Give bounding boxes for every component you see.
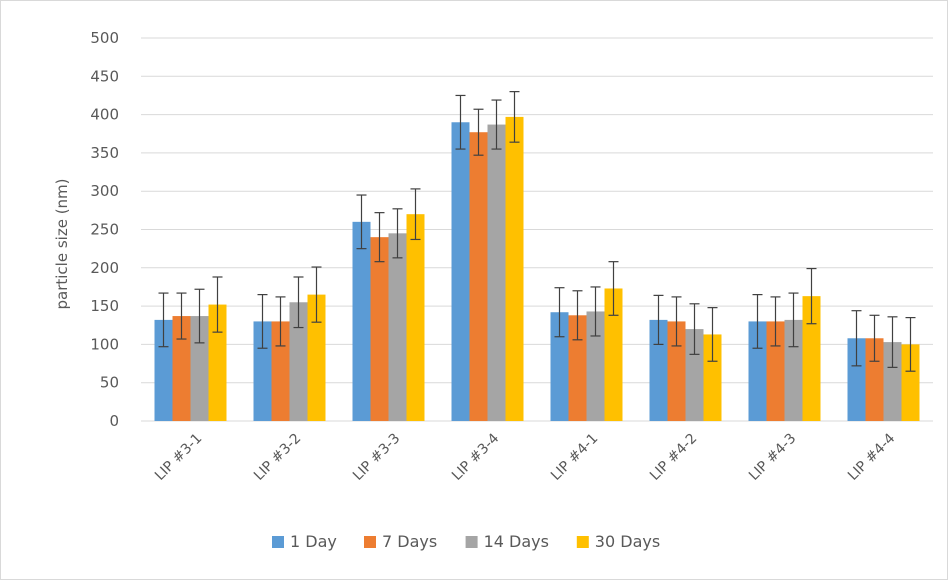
- error-bar: [473, 108, 484, 156]
- bar: [784, 319, 803, 421]
- error-bar: [275, 296, 286, 347]
- error-bar: [356, 194, 367, 250]
- bar: [703, 334, 722, 421]
- x-tick-label: LIP #4-2: [647, 431, 700, 484]
- legend-label: 14 Days: [484, 532, 549, 551]
- legend-label: 7 Days: [382, 532, 437, 551]
- bar: [505, 116, 524, 421]
- error-bar: [707, 307, 718, 362]
- bar: [388, 233, 407, 421]
- error-bar: [257, 294, 268, 349]
- error-bar: [851, 310, 862, 367]
- y-tick-label: 350: [90, 144, 119, 162]
- bars: [154, 116, 920, 422]
- x-tick-label: LIP #4-1: [548, 431, 601, 484]
- error-bar: [869, 314, 880, 362]
- bar: [406, 214, 425, 421]
- error-bar: [212, 276, 223, 333]
- legend-label: 1 Day: [290, 532, 337, 551]
- legend-item: 14 Days: [465, 532, 549, 551]
- x-tick-label: LIP #3-3: [350, 431, 403, 484]
- x-tick-label: LIP #4-4: [845, 430, 898, 483]
- bar: [208, 304, 227, 421]
- bar: [649, 319, 668, 421]
- error-bar: [392, 208, 403, 259]
- error-bar: [788, 292, 799, 348]
- error-bar: [887, 316, 898, 368]
- bar: [352, 221, 371, 421]
- error-bar: [590, 286, 601, 337]
- y-axis-label: particle size (nm): [53, 178, 71, 309]
- error-bar: [671, 296, 682, 347]
- error-bar: [491, 99, 502, 150]
- error-bar: [689, 303, 700, 355]
- error-bar: [194, 288, 205, 344]
- x-axis-categories: LIP #3-1 LIP #3-2 LIP #3-3 LIP #3-4 LIP #4-1…: [152, 430, 898, 483]
- error-bar: [554, 287, 565, 338]
- error-bars: [158, 91, 916, 372]
- y-tick-label: 100: [90, 335, 119, 353]
- legend-swatch: [465, 536, 478, 548]
- y-tick-label: 50: [100, 374, 119, 392]
- bar: [865, 338, 884, 421]
- legend-item: 1 Day: [272, 532, 337, 551]
- error-bar: [608, 261, 619, 316]
- bar: [901, 344, 920, 421]
- bar: [568, 315, 587, 421]
- bar: [748, 321, 767, 421]
- error-bar: [455, 94, 466, 150]
- y-tick-label: 400: [90, 106, 119, 124]
- legend-label: 30 Days: [595, 532, 660, 551]
- error-bar: [752, 294, 763, 349]
- legend-swatch: [576, 536, 589, 548]
- bar: [487, 124, 506, 422]
- error-bar: [311, 266, 322, 323]
- bar: [289, 302, 308, 421]
- x-tick-label: LIP #3-2: [251, 431, 304, 484]
- y-tick-label: 250: [90, 221, 119, 239]
- error-bar: [176, 292, 187, 340]
- bar: [685, 329, 704, 421]
- error-bar: [158, 292, 169, 348]
- bar: [586, 311, 605, 421]
- bar: [451, 122, 470, 421]
- legend: 1 Day 7 Days 14 Days 30 Days: [272, 532, 660, 551]
- legend-item: 30 Days: [576, 532, 660, 551]
- bar: [154, 319, 173, 421]
- legend-swatch: [364, 536, 376, 548]
- legend-item: 7 Days: [364, 532, 437, 551]
- y-tick-label: 0: [109, 412, 119, 430]
- y-tick-label: 150: [90, 297, 119, 315]
- error-bar: [905, 316, 916, 372]
- bar: [847, 338, 866, 421]
- y-tick-label: 200: [90, 259, 119, 277]
- bar: [370, 237, 389, 421]
- y-axis-ticks: 0 50 100 150 200 250 300 350 400 450 500: [90, 29, 119, 430]
- bar: [550, 312, 569, 421]
- error-bar: [293, 276, 304, 329]
- error-bar: [770, 296, 781, 347]
- y-tick-label: 500: [90, 29, 119, 47]
- x-tick-label: LIP #3-1: [152, 431, 205, 484]
- bar: [172, 316, 191, 421]
- bar: [802, 296, 821, 421]
- error-bar: [410, 188, 421, 241]
- error-bar: [653, 294, 664, 345]
- x-tick-label: LIP #4-3: [746, 431, 799, 484]
- bar: [307, 294, 326, 421]
- error-bar: [374, 212, 385, 263]
- error-bar: [806, 267, 817, 325]
- bar: [604, 288, 623, 421]
- x-tick-label: LIP #3-4: [449, 430, 502, 483]
- y-tick-label: 300: [90, 182, 119, 200]
- bar: [883, 342, 902, 421]
- y-tick-label: 450: [90, 67, 119, 85]
- bar: [253, 321, 272, 421]
- error-bar: [509, 91, 520, 143]
- error-bar: [572, 290, 583, 341]
- legend-swatch: [272, 536, 284, 548]
- bar: [469, 132, 488, 421]
